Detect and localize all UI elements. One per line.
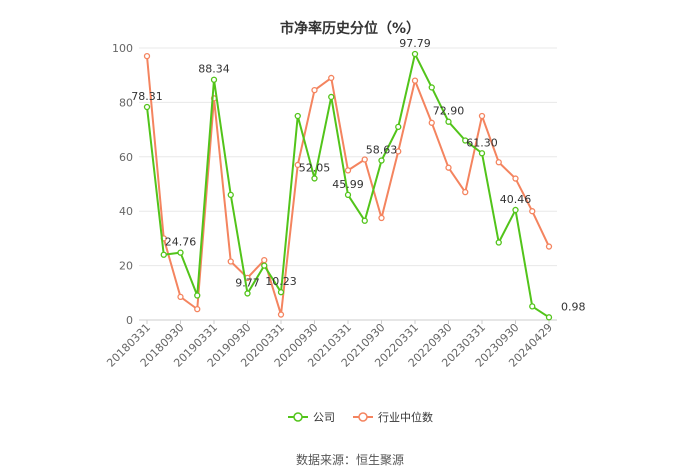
- data-label: 40.46: [500, 193, 532, 206]
- source-note: 数据来源：恒生聚源: [295, 453, 404, 467]
- industry-point: [277, 311, 285, 318]
- company-point: [512, 206, 519, 214]
- company-point: [545, 314, 553, 321]
- industry-point: [512, 175, 519, 182]
- data-label: 97.79: [399, 37, 431, 50]
- industry-point: [328, 74, 335, 82]
- company-point: [177, 249, 184, 256]
- company-point: [361, 217, 368, 224]
- company-point: [495, 239, 502, 246]
- industry-point: [395, 148, 402, 155]
- y-tick-label: 20: [119, 260, 133, 273]
- company-point: [160, 251, 167, 258]
- series-lines: [143, 50, 553, 321]
- data-label: 78.31: [131, 90, 163, 103]
- industry-point: [445, 164, 452, 171]
- industry-point: [361, 156, 368, 163]
- chart-title: 市净率历史分位（%）: [279, 21, 421, 37]
- data-label: 61.30: [466, 136, 498, 149]
- data-label: 88.34: [198, 63, 230, 76]
- company-point: [478, 150, 486, 157]
- data-label: 45.99: [332, 178, 364, 191]
- legend: 公司 行业中位数: [288, 410, 433, 424]
- company-point: [378, 157, 385, 164]
- company-point: [411, 50, 419, 58]
- company-point: [227, 191, 234, 199]
- company-point: [428, 84, 435, 91]
- y-tick-label: 80: [119, 96, 133, 109]
- industry-point: [545, 243, 553, 250]
- company-point: [445, 118, 452, 125]
- legend-label: 公司: [313, 411, 335, 424]
- legend-swatch-marker: [293, 412, 303, 422]
- company-point: [328, 93, 335, 101]
- data-label: 10.23: [265, 275, 297, 288]
- company-point: [344, 191, 352, 199]
- company-point: [529, 303, 536, 310]
- company-point: [194, 292, 201, 299]
- company-point: [261, 262, 268, 269]
- industry-point: [428, 119, 435, 126]
- y-tick-label: 0: [126, 314, 133, 327]
- company-point: [462, 137, 469, 144]
- data-label: 24.76: [165, 236, 197, 249]
- industry-point: [378, 214, 385, 222]
- legend-label: 行业中位数: [378, 410, 433, 424]
- industry-point: [411, 77, 419, 84]
- industry-point: [529, 208, 536, 215]
- axes: 0204060801002018033120180930201903312019…: [104, 42, 555, 370]
- industry-point: [143, 53, 151, 60]
- data-label: 72.90: [433, 105, 465, 118]
- data-label: 9.77: [235, 276, 260, 289]
- company-point: [210, 76, 218, 83]
- company-point: [277, 289, 285, 296]
- industry-point: [462, 189, 469, 196]
- legend-swatch-marker: [358, 412, 368, 422]
- company-point: [395, 123, 402, 131]
- industry-point: [478, 112, 486, 120]
- industry-point: [177, 293, 184, 301]
- industry-point: [261, 257, 268, 264]
- company-point: [143, 103, 151, 111]
- industry-point: [311, 87, 318, 94]
- industry-point: [194, 305, 201, 313]
- industry-point: [344, 167, 352, 174]
- company-point: [311, 175, 318, 182]
- data-label: 0.98: [561, 300, 586, 313]
- data-label: 58.63: [366, 144, 398, 157]
- industry-point: [294, 161, 301, 169]
- company-point: [244, 290, 251, 297]
- industry-point: [227, 258, 234, 265]
- company-point: [294, 112, 301, 120]
- y-tick-label: 100: [112, 42, 133, 55]
- industry-point: [495, 159, 502, 166]
- y-tick-label: 60: [119, 151, 133, 164]
- y-tick-label: 40: [119, 205, 133, 218]
- data-label: 52.05: [299, 161, 331, 174]
